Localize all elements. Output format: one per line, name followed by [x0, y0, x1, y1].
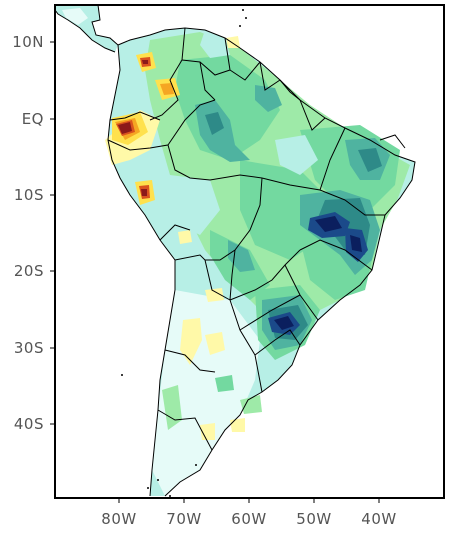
lon-label-70w: 70W — [166, 510, 201, 528]
coastal-islands — [121, 9, 247, 497]
longitude-ticks — [118, 498, 380, 503]
lon-label-80w: 80W — [101, 510, 136, 528]
lon-label-60w: 60W — [231, 510, 266, 528]
country-boundaries — [54, 4, 416, 497]
lon-label-50w: 50W — [296, 510, 331, 528]
lat-label-10n: 10N — [12, 33, 44, 51]
lon-label-40w: 40W — [361, 510, 396, 528]
latitude-ticks — [50, 41, 55, 425]
lat-label-eq: EQ — [22, 110, 44, 128]
lat-label-40s: 40S — [14, 415, 44, 433]
lat-label-10s: 10S — [14, 186, 44, 204]
lat-label-20s: 20S — [14, 262, 44, 280]
lat-label-30s: 30S — [14, 339, 44, 357]
